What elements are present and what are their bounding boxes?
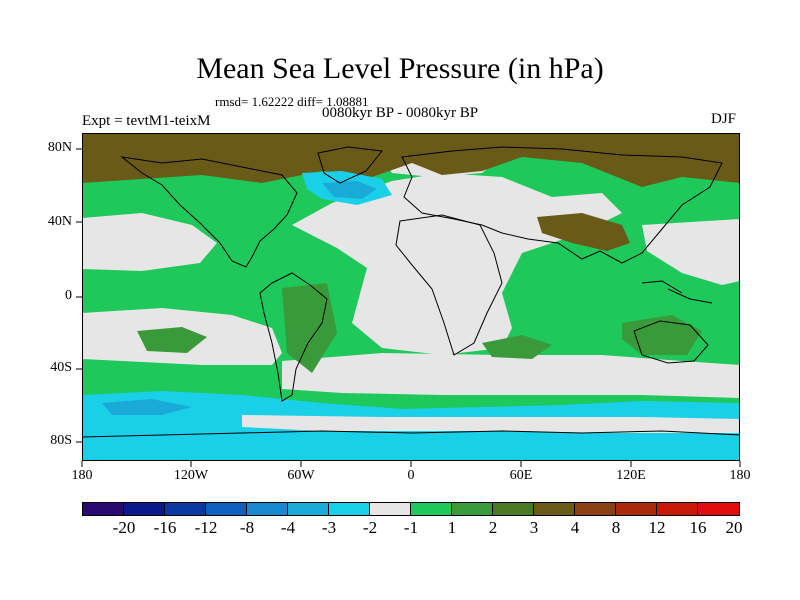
coastlines [82, 146, 740, 438]
x-label-120w: 120W [173, 468, 209, 483]
coast-greenland [317, 146, 383, 184]
field-neutral-seasia [642, 219, 740, 285]
x-label-180e: 180 [729, 468, 751, 483]
colorbar-box-16 [697, 502, 740, 516]
y-label-40n: 40N [47, 214, 72, 229]
coast-south-america [259, 272, 328, 402]
x-label-180w: 180 [71, 468, 93, 483]
colorbar-label-14: 12 [648, 518, 666, 537]
field-mid-spac [137, 327, 207, 353]
period-text: 0080kyr BP - 0080kyr BP [322, 105, 479, 121]
y-label-40s: 40S [50, 360, 72, 375]
colorbar-label-16: 20 [725, 518, 743, 537]
colorbar-box-12 [533, 502, 575, 516]
coast-antarctica [82, 430, 740, 438]
colorbar-box-7 [328, 502, 370, 516]
field-neutral-antarctic [242, 415, 740, 433]
colorbar-label-12: 4 [570, 518, 580, 537]
colorbar-label-8: -1 [403, 518, 419, 537]
field-neutral-npac [82, 213, 217, 271]
colorbar-label-9: 1 [447, 518, 457, 537]
colorbar-box-13 [574, 502, 616, 516]
colorbar-label-2: -16 [153, 518, 177, 537]
x-label-60e: 60E [509, 468, 533, 483]
colorbar-box-1 [82, 502, 124, 516]
field-mid-aus [622, 315, 702, 355]
colorbar-label-5: -4 [280, 518, 296, 537]
colorbar-label-3: -12 [194, 518, 218, 537]
field-mid-indian [482, 335, 552, 359]
colorbar-box-5 [246, 502, 288, 516]
colorbar-box-4 [205, 502, 247, 516]
y-label-80s: 80S [50, 433, 72, 448]
colorbar-box-10 [451, 502, 493, 516]
field-high-tibet [537, 213, 630, 251]
colorbar-box-8 [369, 502, 411, 516]
coast-indonesia [641, 280, 713, 304]
colorbar-label-10: 2 [488, 518, 498, 537]
y-label-80n: 80N [47, 140, 72, 155]
coast-australia [633, 320, 709, 364]
colorbar-label-13: 8 [611, 518, 621, 537]
colorbar-label-11: 3 [529, 518, 539, 537]
experiment-label: Expt = tevtM1-teixM [82, 113, 211, 129]
map-svg [82, 133, 740, 461]
colorbar-box-3 [164, 502, 206, 516]
field-neg-natl-core [322, 181, 377, 199]
colorbar-label-15: 16 [689, 518, 707, 537]
colorbar-box-6 [287, 502, 329, 516]
y-label-0: 0 [65, 288, 72, 303]
coast-eurasia [401, 146, 723, 264]
plot-frame [82, 133, 740, 461]
field-neutral-south [282, 353, 740, 398]
coast-north-america [120, 156, 298, 268]
stats-text: rmsd= 1.62222 diff= 1.08881 [215, 94, 369, 109]
colorbar-box-15 [656, 502, 698, 516]
colorbar-label-7: -2 [362, 518, 378, 537]
season-label: DJF [711, 111, 737, 127]
colorbar-box-2 [123, 502, 165, 516]
map-plot [82, 133, 740, 461]
x-label-120e: 120E [616, 468, 646, 483]
colorbar-box-14 [615, 502, 657, 516]
colorbar-box-11 [492, 502, 534, 516]
colorbar-box-9 [410, 502, 452, 516]
colorbar-label-4: -8 [239, 518, 255, 537]
chart-title: Mean Sea Level Pressure (in hPa) [196, 52, 604, 85]
field-neg-south-core [102, 399, 192, 415]
field-high-arctic [82, 133, 740, 187]
colorbar-label-6: -3 [321, 518, 337, 537]
x-label-60w: 60W [287, 468, 315, 483]
x-label-0: 0 [407, 468, 415, 483]
field-mid-sam [282, 283, 337, 373]
colorbar-label-1: -20 [112, 518, 136, 537]
